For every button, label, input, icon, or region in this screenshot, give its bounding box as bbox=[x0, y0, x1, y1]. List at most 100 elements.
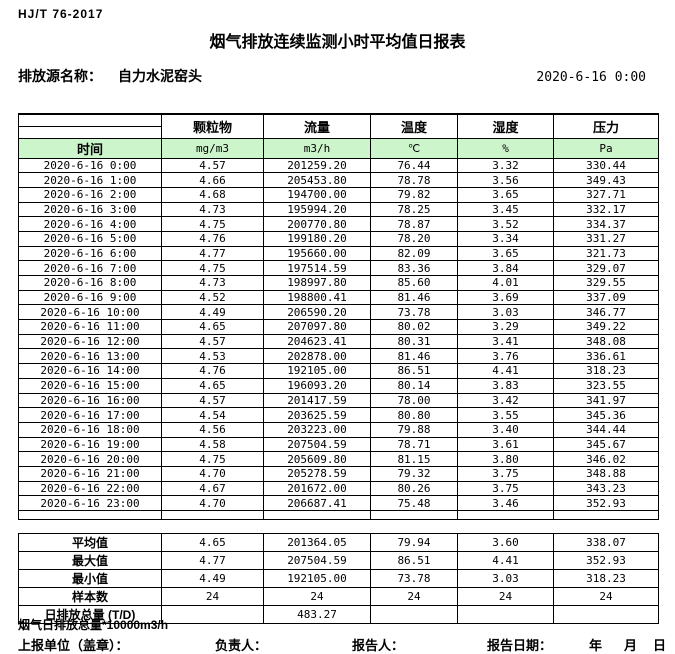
summary-value-cell: 192105.00 bbox=[263, 569, 371, 588]
value-cell: 3.69 bbox=[457, 289, 554, 306]
value-cell: 80.80 bbox=[370, 407, 458, 423]
value-cell: 200770.80 bbox=[263, 216, 371, 232]
value-cell: 349.43 bbox=[553, 172, 659, 188]
year-label: 年 bbox=[589, 638, 603, 653]
summary-value-cell: 4.49 bbox=[161, 569, 264, 588]
total-emission-note: 烟气日排放总量*10000m3/h bbox=[18, 618, 169, 632]
summary-row: 最小值 4.49 192105.00 73.78 3.03 318.23 bbox=[18, 569, 659, 588]
summary-row: 样本数 24 24 24 24 24 bbox=[18, 587, 659, 606]
value-cell: 4.73 bbox=[161, 275, 264, 291]
table-row: 2020-6-16 12:00 4.57 204623.41 80.31 3.41 348… bbox=[18, 333, 659, 350]
value-cell: 4.65 bbox=[161, 319, 264, 335]
table-row: 2020-6-16 19:00 4.58 207504.59 78.71 3.61 345… bbox=[18, 436, 659, 453]
summary-value-cell: 207504.59 bbox=[263, 551, 371, 570]
time-cell: 2020-6-16 15:00 bbox=[18, 377, 162, 394]
value-cell: 3.76 bbox=[457, 348, 554, 365]
table-row: 2020-6-16 3:00 4.73 195994.20 78.25 3.45 332.… bbox=[18, 201, 659, 218]
value-cell: 4.70 bbox=[161, 465, 264, 482]
value-cell: 80.26 bbox=[370, 480, 458, 497]
value-cell: 78.25 bbox=[370, 201, 458, 218]
time-cell: 2020-6-16 3:00 bbox=[18, 201, 162, 218]
table-row: 2020-6-16 5:00 4.76 199180.20 78.20 3.34 331.… bbox=[18, 230, 659, 247]
table-row: 2020-6-16 14:00 4.76 192105.00 86.51 4.41 318… bbox=[18, 363, 659, 379]
value-cell: 4.67 bbox=[161, 480, 264, 497]
spacer-cell bbox=[161, 510, 264, 520]
summary-value-cell: 338.07 bbox=[553, 533, 659, 552]
value-cell: 4.49 bbox=[161, 304, 264, 321]
value-cell: 202878.00 bbox=[263, 348, 371, 365]
column-header-flow: 流量 bbox=[263, 113, 371, 139]
day-label: 日 bbox=[653, 638, 667, 653]
summary-value-cell: 3.03 bbox=[457, 569, 554, 588]
value-cell: 4.41 bbox=[457, 363, 554, 379]
value-cell: 192105.00 bbox=[263, 363, 371, 379]
month-label: 月 bbox=[624, 638, 638, 653]
time-cell: 2020-6-16 12:00 bbox=[18, 333, 162, 350]
value-cell: 329.07 bbox=[553, 260, 659, 276]
value-cell: 3.45 bbox=[457, 201, 554, 218]
value-cell: 346.02 bbox=[553, 451, 659, 467]
value-cell: 3.75 bbox=[457, 480, 554, 497]
summary-label: 样本数 bbox=[18, 587, 162, 606]
value-cell: 198800.41 bbox=[263, 289, 371, 306]
value-cell: 3.84 bbox=[457, 260, 554, 276]
summary-label: 最小值 bbox=[18, 569, 162, 588]
value-cell: 318.23 bbox=[553, 363, 659, 379]
time-cell: 2020-6-16 7:00 bbox=[18, 260, 162, 276]
value-cell: 205453.80 bbox=[263, 172, 371, 188]
spacer-cell bbox=[553, 510, 659, 520]
value-cell: 83.36 bbox=[370, 260, 458, 276]
value-cell: 3.75 bbox=[457, 465, 554, 482]
value-cell: 4.53 bbox=[161, 348, 264, 365]
summary-value-cell bbox=[161, 605, 264, 624]
value-cell: 78.87 bbox=[370, 216, 458, 232]
value-cell: 4.57 bbox=[161, 333, 264, 350]
value-cell: 4.66 bbox=[161, 172, 264, 188]
table-row: 2020-6-16 4:00 4.75 200770.80 78.87 3.52 334.… bbox=[18, 216, 659, 232]
time-cell: 2020-6-16 23:00 bbox=[18, 495, 162, 511]
value-cell: 79.88 bbox=[370, 421, 458, 438]
emission-source: 排放源名称： 自力水泥窑头 bbox=[18, 66, 202, 86]
value-cell: 4.65 bbox=[161, 377, 264, 394]
table-row: 2020-6-16 0:00 4.57 201259.20 76.44 3.32 330.… bbox=[18, 157, 659, 174]
header-blank-cell bbox=[18, 113, 162, 127]
table-row: 2020-6-16 9:00 4.52 198800.41 81.46 3.69 337.… bbox=[18, 289, 659, 306]
responsible-person-label: 负责人： bbox=[215, 638, 268, 653]
value-cell: 86.51 bbox=[370, 363, 458, 379]
summary-value-cell: 24 bbox=[553, 587, 659, 606]
summary-value-cell: 483.27 bbox=[263, 605, 371, 624]
summary-value-cell: 201364.05 bbox=[263, 533, 371, 552]
value-cell: 78.00 bbox=[370, 392, 458, 409]
value-cell: 345.36 bbox=[553, 407, 659, 423]
time-cell: 2020-6-16 6:00 bbox=[18, 245, 162, 262]
value-cell: 3.40 bbox=[457, 421, 554, 438]
value-cell: 3.55 bbox=[457, 407, 554, 423]
summary-value-cell: 4.77 bbox=[161, 551, 264, 570]
value-cell: 4.70 bbox=[161, 495, 264, 511]
value-cell: 330.44 bbox=[553, 157, 659, 174]
value-cell: 331.27 bbox=[553, 230, 659, 247]
value-cell: 4.54 bbox=[161, 407, 264, 423]
spacer-row bbox=[18, 510, 659, 520]
value-cell: 197514.59 bbox=[263, 260, 371, 276]
summary-value-cell: 79.94 bbox=[370, 533, 458, 552]
unit-flow: m3/h bbox=[263, 137, 371, 159]
table-row: 2020-6-16 22:00 4.67 201672.00 80.26 3.75 343… bbox=[18, 480, 659, 497]
value-cell: 334.37 bbox=[553, 216, 659, 232]
header-blank-cell bbox=[18, 125, 162, 139]
value-cell: 198997.80 bbox=[263, 275, 371, 291]
spacer-cell bbox=[457, 510, 554, 520]
value-cell: 341.97 bbox=[553, 392, 659, 409]
value-cell: 3.52 bbox=[457, 216, 554, 232]
value-cell: 336.61 bbox=[553, 348, 659, 365]
table-row: 2020-6-16 20:00 4.75 205609.80 81.15 3.80 346… bbox=[18, 451, 659, 467]
column-header-pm: 颗粒物 bbox=[161, 113, 264, 139]
value-cell: 327.71 bbox=[553, 186, 659, 203]
value-cell: 4.76 bbox=[161, 230, 264, 247]
value-cell: 81.46 bbox=[370, 289, 458, 306]
value-cell: 3.34 bbox=[457, 230, 554, 247]
value-cell: 4.75 bbox=[161, 216, 264, 232]
time-cell: 2020-6-16 18:00 bbox=[18, 421, 162, 438]
time-cell: 2020-6-16 13:00 bbox=[18, 348, 162, 365]
value-cell: 3.32 bbox=[457, 157, 554, 174]
